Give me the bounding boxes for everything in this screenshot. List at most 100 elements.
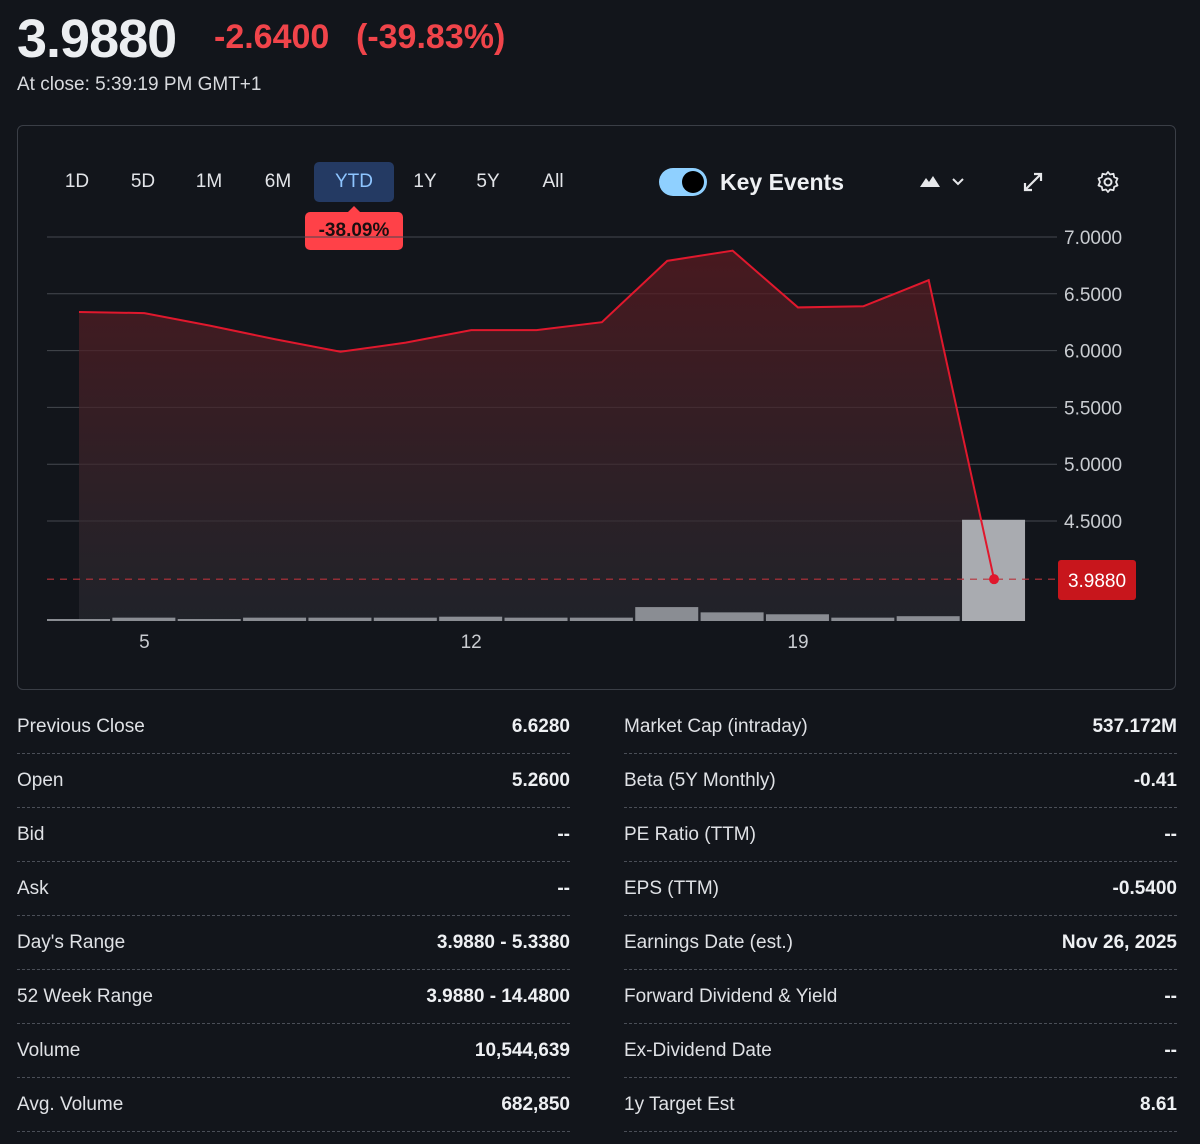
stat-value: -0.41 — [1133, 769, 1177, 791]
y-tick-label: 5.5000 — [1064, 398, 1122, 419]
volume-bar — [373, 617, 437, 621]
range-tab-ytd[interactable]: YTD — [314, 162, 394, 202]
x-tick-label: 19 — [787, 632, 808, 653]
y-tick-label: 5.0000 — [1064, 455, 1122, 476]
range-tab-5d[interactable]: 5D — [130, 171, 156, 192]
stat-value: 10,544,639 — [474, 1039, 570, 1061]
volume-bar — [635, 607, 699, 621]
price-change: -2.6400 — [214, 18, 330, 56]
volume-bar — [177, 619, 241, 621]
stat-row: Avg. Volume 682,850 — [17, 1078, 570, 1132]
stat-label: Market Cap (intraday) — [624, 715, 808, 737]
stat-value: 3.9880 - 5.3380 — [436, 931, 570, 953]
stat-row: Day's Range 3.9880 - 5.3380 — [17, 916, 570, 970]
y-tick-label: 7.0000 — [1064, 228, 1122, 249]
key-events-label: Key Events — [720, 169, 845, 195]
chevron-down-icon[interactable] — [951, 175, 965, 193]
last-price-label: 3.9880 — [1068, 571, 1126, 592]
stat-label: PE Ratio (TTM) — [624, 823, 756, 845]
y-tick-label: 4.5000 — [1064, 512, 1122, 533]
stat-label: Bid — [17, 823, 45, 845]
range-tab-1y[interactable]: 1Y — [413, 171, 437, 192]
y-tick-label: 6.5000 — [1064, 285, 1122, 306]
stat-label: Open — [17, 769, 64, 791]
volume-bar — [47, 619, 110, 621]
current-price: 3.9880 — [17, 9, 177, 69]
stat-label: Ask — [17, 877, 49, 899]
volume-bar — [112, 617, 176, 621]
stat-row: Bid -- — [17, 808, 570, 862]
stat-row: EPS (TTM) -0.5400 — [624, 862, 1177, 916]
price-line — [78, 249, 996, 580]
price-chart[interactable]: 7.0000 6.5000 6.0000 5.5000 5.0000 4.5000 3.98… — [0, 0, 1200, 690]
stat-row: 1y Target Est 8.61 — [624, 1078, 1177, 1132]
stat-value: 8.61 — [1140, 1093, 1177, 1115]
stat-row: Beta (5Y Monthly) -0.41 — [624, 754, 1177, 808]
chart-panel — [17, 125, 1176, 690]
stat-value: 682,850 — [501, 1093, 570, 1115]
volume-bar — [700, 612, 764, 621]
volume-bar — [569, 617, 633, 621]
stat-label: Ex-Dividend Date — [624, 1039, 772, 1061]
y-tick-label: 6.0000 — [1064, 342, 1122, 363]
range-tab-all[interactable]: All — [542, 171, 564, 192]
stat-value: -0.5400 — [1112, 877, 1177, 899]
volume-bar — [896, 616, 960, 621]
stat-value: -- — [1164, 1039, 1177, 1061]
stat-value: 3.9880 - 14.4800 — [426, 985, 570, 1007]
stat-row: Forward Dividend & Yield -- — [624, 970, 1177, 1024]
volume-bar — [962, 519, 1026, 621]
range-tab-1m[interactable]: 1M — [195, 171, 223, 192]
gear-icon[interactable] — [1096, 170, 1120, 199]
stats-right: Market Cap (intraday) 537.172M Beta (5Y Mo… — [624, 700, 1177, 1132]
stat-label: 1y Target Est — [624, 1093, 735, 1115]
stat-row: Earnings Date (est.) Nov 26, 2025 — [624, 916, 1177, 970]
stat-row: Ex-Dividend Date -- — [624, 1024, 1177, 1078]
stat-value: Nov 26, 2025 — [1061, 931, 1177, 953]
stat-row: PE Ratio (TTM) -- — [624, 808, 1177, 862]
volume-bar — [243, 617, 307, 621]
stat-row: Open 5.2600 — [17, 754, 570, 808]
stat-label: Avg. Volume — [17, 1093, 124, 1115]
volume-bar — [308, 617, 372, 621]
x-tick-label: 5 — [139, 632, 150, 653]
stat-row: Ask -- — [17, 862, 570, 916]
stat-value: -- — [557, 877, 570, 899]
key-events-toggle[interactable] — [659, 168, 707, 196]
range-tab-1d[interactable]: 1D — [64, 171, 90, 192]
price-area-fill — [79, 250, 995, 621]
range-tab-6m[interactable]: 6M — [264, 171, 292, 192]
stat-label: EPS (TTM) — [624, 877, 719, 899]
stat-row: Market Cap (intraday) 537.172M — [624, 700, 1177, 754]
mountain-chart-icon[interactable] — [918, 172, 942, 195]
close-time: At close: 5:39:19 PM GMT+1 — [17, 74, 262, 95]
range-change-tooltip: -38.09% — [305, 206, 403, 250]
stat-value: 6.6280 — [511, 715, 570, 737]
volume-bar — [439, 616, 503, 621]
stat-value: 5.2600 — [511, 769, 570, 791]
stat-value: -- — [557, 823, 570, 845]
stat-row: Previous Close 6.6280 — [17, 700, 570, 754]
stat-label: Earnings Date (est.) — [624, 931, 793, 953]
stat-label: Previous Close — [17, 715, 145, 737]
expand-icon[interactable] — [1021, 170, 1045, 199]
stat-label: Day's Range — [17, 931, 126, 953]
stat-value: -- — [1164, 823, 1177, 845]
stat-value: 537.172M — [1092, 715, 1177, 737]
volume-bar — [831, 617, 895, 621]
stats-left: Previous Close 6.6280 Open 5.2600 Bid -- Ask --… — [17, 700, 570, 1132]
stat-row: 52 Week Range 3.9880 - 14.4800 — [17, 970, 570, 1024]
volume-bar — [504, 617, 568, 621]
stat-label: 52 Week Range — [17, 985, 153, 1007]
stat-label: Forward Dividend & Yield — [624, 985, 838, 1007]
price-change-percent: (-39.83%) — [356, 18, 506, 56]
stat-label: Volume — [17, 1039, 81, 1061]
last-price-badge — [1058, 560, 1136, 600]
stat-row: Volume 10,544,639 — [17, 1024, 570, 1078]
stat-value: -- — [1164, 985, 1177, 1007]
volume-bar — [765, 614, 829, 621]
last-price-dot — [989, 574, 1000, 585]
range-tab-5y[interactable]: 5Y — [476, 171, 500, 192]
stat-label: Beta (5Y Monthly) — [624, 769, 776, 791]
x-tick-label: 12 — [461, 632, 482, 653]
